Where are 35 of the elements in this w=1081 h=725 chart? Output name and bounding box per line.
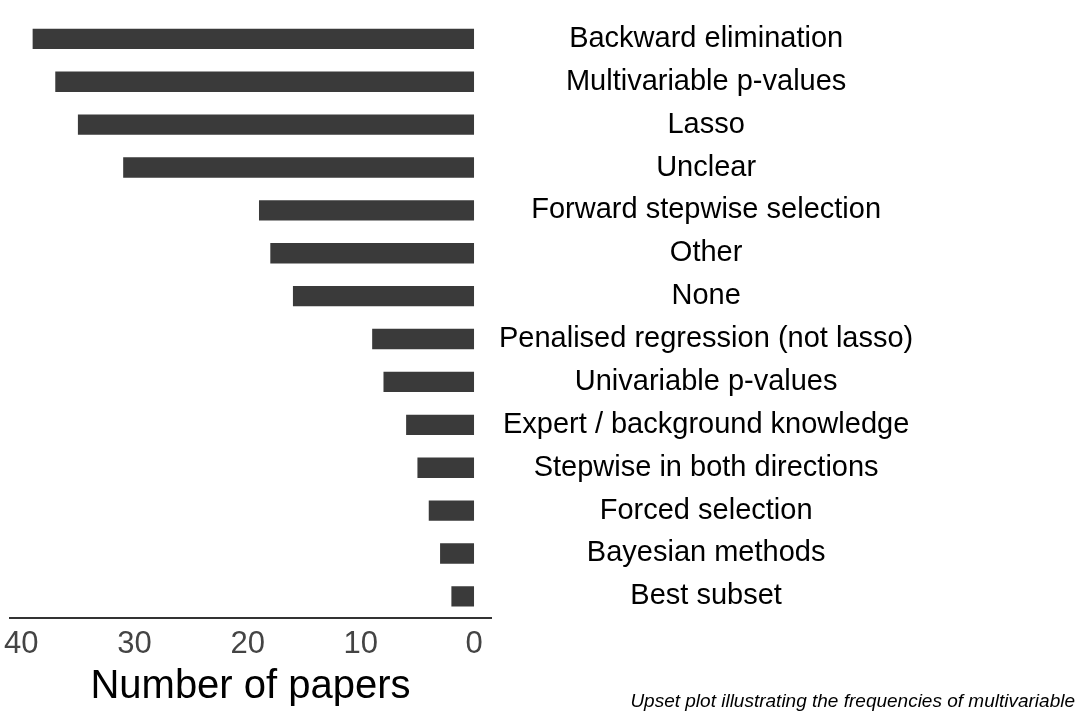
y-tick-label: Expert / background knowledge (503, 406, 910, 439)
x-tick-label: 0 (465, 624, 483, 660)
bar (417, 457, 475, 478)
bar (258, 200, 475, 221)
bar (32, 28, 475, 50)
y-tick-label: Other (669, 235, 743, 268)
y-tick-label: Backward elimination (569, 20, 844, 53)
y-tick-label: Best subset (630, 578, 782, 611)
x-tick-label: 40 (4, 624, 39, 660)
bar (383, 371, 475, 393)
x-tick-label: 10 (343, 624, 379, 660)
y-tick-label: Penalised regression (not lasso) (498, 321, 914, 354)
bar (451, 586, 475, 607)
bar (292, 285, 475, 307)
y-tick-label: Forced selection (599, 492, 813, 525)
bar (440, 543, 475, 564)
y-tick-label: Unclear (656, 149, 757, 182)
x-tick-label: 20 (230, 624, 265, 660)
bar (55, 71, 475, 92)
y-tick-label: Bayesian methods (586, 535, 826, 568)
y-tick-label: Forward stepwise selection (531, 192, 882, 225)
bar (270, 243, 475, 264)
y-tick-label: Lasso (667, 106, 745, 139)
bar (123, 157, 475, 178)
y-tick-label: None (671, 278, 741, 311)
x-tick-label: 30 (117, 624, 152, 660)
y-tick-label: Univariable p-values (574, 363, 838, 396)
bar (406, 414, 475, 435)
bar (428, 500, 475, 521)
bar (372, 328, 475, 350)
x-axis-title: Number of papers (90, 662, 411, 707)
y-tick-label: Stepwise in both directions (533, 449, 879, 482)
bar (77, 114, 475, 135)
text: Upset plot illustrating the frequencies of multivariable (630, 690, 1075, 712)
y-tick-label: Multivariable p-values (565, 63, 847, 96)
